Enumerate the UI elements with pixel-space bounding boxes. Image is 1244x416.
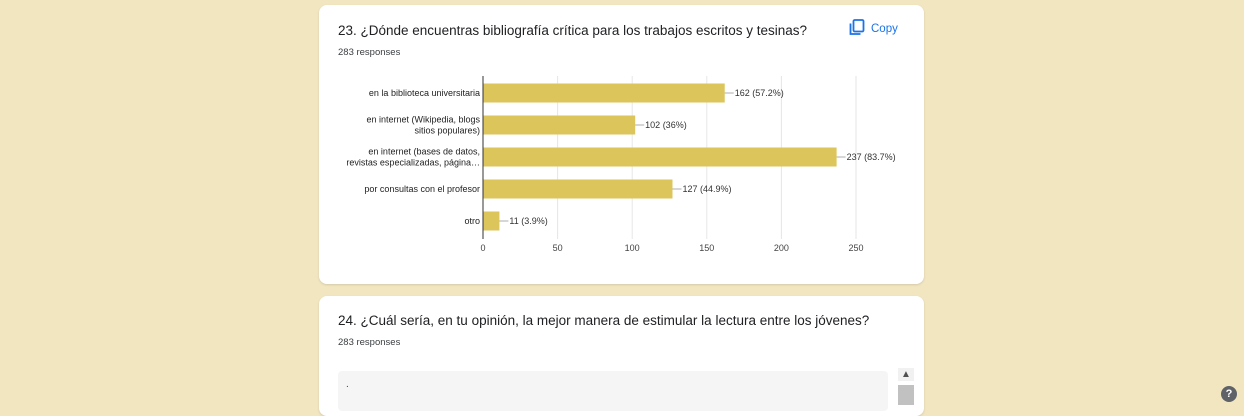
bar-chart: 0 50 100 150 200 250 162 (57.2%) en la bibliote…	[346, 76, 896, 253]
category-label: otro	[464, 216, 480, 226]
bar	[483, 211, 500, 231]
data-label: 162 (57.2%)	[735, 88, 784, 98]
bar	[483, 147, 837, 167]
category-label: en internet (bases de datos,	[368, 147, 480, 157]
bar	[483, 115, 636, 135]
chevron-up-icon[interactable]: ▲	[898, 368, 914, 381]
category-label: en la biblioteca universitaria	[369, 88, 480, 98]
question-title: 23. ¿Dónde encuentras bibliografía críti…	[338, 23, 807, 38]
data-label: 11 (3.9%)	[509, 216, 547, 226]
bar	[483, 83, 725, 103]
answer-item: .	[338, 371, 888, 411]
x-tick-label: 250	[848, 243, 863, 253]
x-tick-label: 200	[774, 243, 789, 253]
x-tick-label: 50	[553, 243, 563, 253]
copy-label: Copy	[871, 23, 898, 35]
question-title: 24. ¿Cuál sería, en tu opinión, la mejor…	[338, 313, 870, 328]
answers-scrollbar[interactable]: ▲	[897, 368, 915, 408]
copy-button[interactable]: Copy	[849, 19, 898, 39]
copy-icon	[849, 19, 865, 39]
response-count: 283 responses	[338, 337, 401, 348]
answer-text: .	[346, 379, 349, 390]
category-label: en internet (Wikipedia, blogs	[366, 115, 480, 125]
response-count: 283 responses	[338, 47, 401, 58]
x-tick-label: 0	[480, 243, 485, 253]
help-icon[interactable]: ?	[1221, 386, 1237, 402]
category-label: revistas especializadas, página…	[346, 158, 480, 168]
question-24-card: 24. ¿Cuál sería, en tu opinión, la mejor…	[319, 296, 924, 416]
bar	[483, 179, 673, 199]
x-tick-label: 150	[699, 243, 714, 253]
category-label: por consultas con el profesor	[364, 184, 480, 194]
scroll-thumb[interactable]	[898, 385, 914, 405]
data-label: 102 (36%)	[645, 120, 687, 130]
data-label: 237 (83.7%)	[847, 152, 896, 162]
question-23-card: 23. ¿Dónde encuentras bibliografía críti…	[319, 5, 924, 284]
data-label: 127 (44.9%)	[682, 184, 731, 194]
x-tick-label: 100	[625, 243, 640, 253]
category-label: sitios populares)	[414, 126, 480, 136]
